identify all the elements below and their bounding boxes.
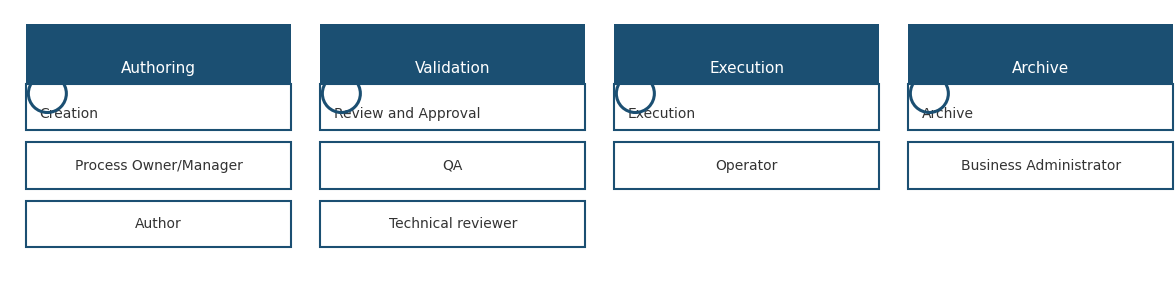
- Text: Author: Author: [135, 217, 182, 231]
- FancyBboxPatch shape: [320, 84, 584, 130]
- FancyBboxPatch shape: [908, 24, 1172, 114]
- Text: Business Administrator: Business Administrator: [961, 159, 1121, 173]
- FancyBboxPatch shape: [614, 24, 880, 114]
- Text: Technical reviewer: Technical reviewer: [388, 217, 517, 231]
- Text: Process Owner/Manager: Process Owner/Manager: [75, 159, 242, 173]
- FancyBboxPatch shape: [320, 24, 584, 114]
- Text: Archive: Archive: [1013, 61, 1069, 76]
- Text: Operator: Operator: [715, 159, 779, 173]
- FancyBboxPatch shape: [27, 84, 292, 130]
- FancyBboxPatch shape: [908, 142, 1172, 189]
- Text: Authoring: Authoring: [121, 61, 196, 76]
- Text: Execution: Execution: [709, 61, 784, 76]
- Text: Execution: Execution: [628, 107, 696, 121]
- FancyBboxPatch shape: [614, 142, 880, 189]
- Text: Creation: Creation: [40, 107, 99, 121]
- FancyBboxPatch shape: [614, 84, 880, 130]
- Text: Archive: Archive: [922, 107, 974, 121]
- FancyBboxPatch shape: [908, 84, 1172, 130]
- FancyBboxPatch shape: [27, 24, 292, 114]
- Text: QA: QA: [442, 159, 463, 173]
- FancyBboxPatch shape: [320, 201, 584, 247]
- FancyBboxPatch shape: [320, 142, 584, 189]
- Text: Validation: Validation: [415, 61, 490, 76]
- Text: Review and Approval: Review and Approval: [334, 107, 480, 121]
- FancyBboxPatch shape: [27, 142, 292, 189]
- FancyBboxPatch shape: [27, 201, 292, 247]
